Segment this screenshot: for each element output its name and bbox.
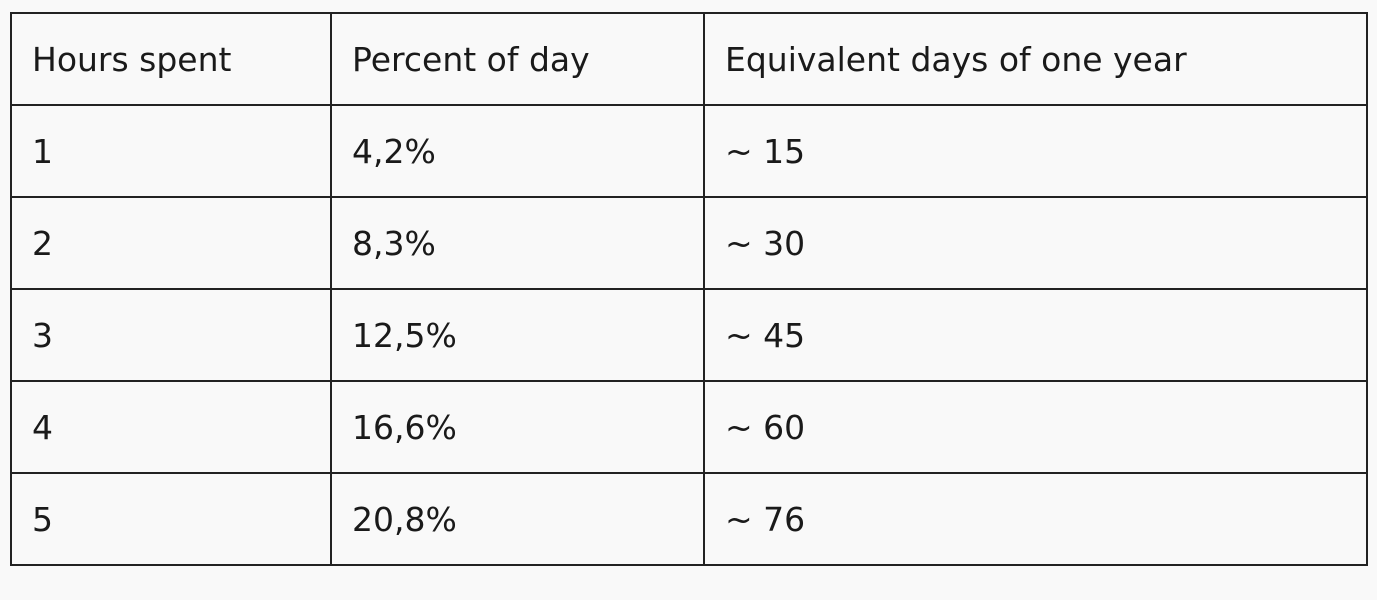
header-row: Hours spent Percent of day Equivalent days… bbox=[10, 12, 1368, 106]
table-cell: 12,5% bbox=[330, 288, 705, 382]
header-cell: Equivalent days of one year bbox=[703, 12, 1368, 106]
table-cell: 4,2% bbox=[330, 104, 705, 198]
table-cell: ~ 76 bbox=[703, 472, 1368, 566]
table-cell: 20,8% bbox=[330, 472, 705, 566]
table-row: 5 20,8% ~ 76 bbox=[10, 472, 1368, 566]
table-cell: 1 bbox=[10, 104, 332, 198]
table-cell: ~ 60 bbox=[703, 380, 1368, 474]
data-table: Hours spent Percent of day Equivalent days… bbox=[10, 12, 1368, 566]
table-cell: 4 bbox=[10, 380, 332, 474]
table-row: 3 12,5% ~ 45 bbox=[10, 288, 1368, 382]
table-body: 1 4,2% ~ 15 2 8,3% ~ 30 3 12,5% ~ 45 4 16,6% ~ 60 5 2… bbox=[10, 104, 1368, 566]
table-cell: 3 bbox=[10, 288, 332, 382]
table-row: 1 4,2% ~ 15 bbox=[10, 104, 1368, 198]
table-row: 4 16,6% ~ 60 bbox=[10, 380, 1368, 474]
table-cell: 2 bbox=[10, 196, 332, 290]
table-cell: 5 bbox=[10, 472, 332, 566]
table-row: 2 8,3% ~ 30 bbox=[10, 196, 1368, 290]
header-cell: Percent of day bbox=[330, 12, 705, 106]
table-cell: ~ 15 bbox=[703, 104, 1368, 198]
header-cell: Hours spent bbox=[10, 12, 332, 106]
table-cell: 16,6% bbox=[330, 380, 705, 474]
table-cell: 8,3% bbox=[330, 196, 705, 290]
table-cell: ~ 45 bbox=[703, 288, 1368, 382]
table-cell: ~ 30 bbox=[703, 196, 1368, 290]
